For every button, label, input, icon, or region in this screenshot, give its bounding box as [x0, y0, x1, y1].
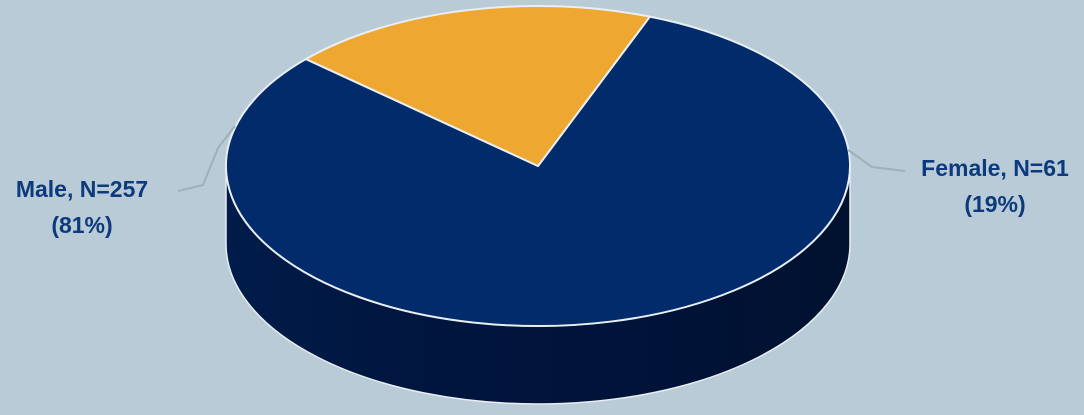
pie-top-faces [225, 5, 851, 328]
female-label-line1: Female, N=61 [921, 155, 1069, 181]
leader-lines [177, 125, 906, 192]
male-label-percent: (81%) [51, 212, 112, 238]
male-label-line2: (81%) [51, 212, 112, 238]
female-label-line2: (19%) [964, 191, 1025, 217]
male-leader-line [177, 125, 236, 192]
male-label-line1: Male, N=257 [16, 176, 148, 202]
male-label: Male, N=257 [16, 176, 148, 202]
female-slice [304, 5, 651, 167]
male-slice [225, 15, 851, 328]
female-label: Female, N=61 [921, 155, 1069, 181]
female-label-percent: (19%) [964, 191, 1025, 217]
female-leader-line [847, 149, 906, 172]
